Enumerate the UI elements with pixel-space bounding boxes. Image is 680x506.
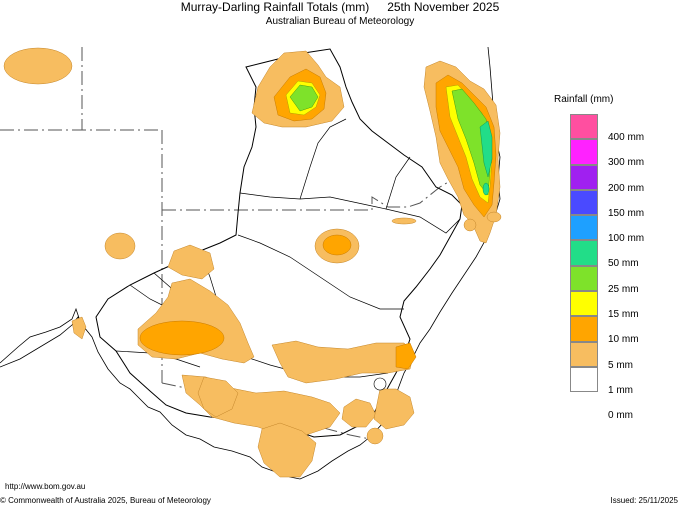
- legend-row: 400 mm: [570, 114, 680, 143]
- coastline: [0, 47, 680, 493]
- legend-row: 1 mm: [570, 366, 680, 396]
- copyright-text: © Commonwealth of Australia 2025, Bureau…: [0, 496, 211, 505]
- legend-row: 15 mm: [570, 291, 680, 320]
- legend-row: 150 mm: [570, 189, 680, 219]
- legend-swatch: [570, 114, 598, 140]
- legend-row: 0 mm: [570, 392, 680, 421]
- legend: 400 mm 300 mm 200 mm 150 mm 100 mm 50 mm 25 mm…: [570, 114, 680, 421]
- map-subtitle: Australian Bureau of Meteorology: [265, 16, 415, 27]
- title-date: 25th November 2025: [387, 0, 500, 14]
- legend-label: 200 mm: [608, 182, 645, 194]
- legend-label: 5 mm: [608, 359, 633, 371]
- legend-label: 10 mm: [608, 334, 639, 346]
- legend-row: 5 mm: [570, 341, 680, 371]
- source-url: http://www.bom.gov.au: [5, 482, 86, 491]
- legend-title: Rainfall (mm): [554, 94, 614, 105]
- legend-swatch: [570, 366, 598, 393]
- legend-row: 50 mm: [570, 240, 680, 269]
- legend-row: 25 mm: [570, 265, 680, 295]
- rainfall-25mm: [479, 120, 493, 196]
- legend-label: 100 mm: [608, 233, 645, 245]
- legend-row: 200 mm: [570, 164, 680, 194]
- legend-swatch: [570, 265, 598, 292]
- legend-label: 1 mm: [608, 384, 633, 396]
- legend-swatch: [570, 316, 598, 342]
- legend-swatch: [570, 189, 598, 216]
- map-title: Murray-Darling Rainfall Totals (mm) 25th …: [0, 0, 680, 14]
- legend-swatch: [570, 240, 598, 266]
- rainfall-map: [0, 47, 680, 493]
- legend-label: 25 mm: [608, 283, 639, 295]
- legend-label: 15 mm: [608, 309, 639, 321]
- spencer-gulf: [0, 307, 81, 364]
- lake: [373, 377, 387, 391]
- legend-label: 50 mm: [608, 258, 639, 270]
- legend-swatch: [570, 215, 598, 241]
- title-text: Murray-Darling Rainfall Totals (mm): [180, 0, 370, 14]
- legend-row: 10 mm: [570, 316, 680, 345]
- legend-swatch: [570, 291, 598, 317]
- legend-label: 400 mm: [608, 132, 645, 143]
- legend-swatch: [570, 139, 598, 165]
- legend-row: 100 mm: [570, 215, 680, 244]
- legend-label: 150 mm: [608, 207, 645, 219]
- rainfall-15mm: [289, 84, 491, 196]
- issued-date: Issued: 25/11/2025: [610, 496, 678, 505]
- legend-swatch: [570, 341, 598, 367]
- legend-swatch: [570, 164, 598, 190]
- legend-label: 300 mm: [608, 157, 645, 169]
- legend-label: 0 mm: [608, 410, 633, 422]
- legend-row: 300 mm: [570, 139, 680, 168]
